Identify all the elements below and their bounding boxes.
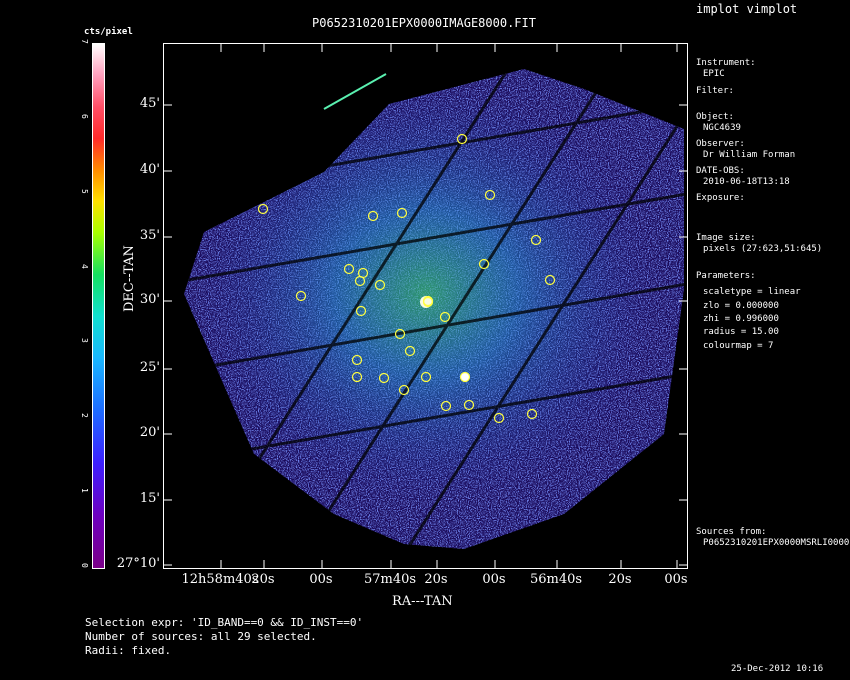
source-marker [456,133,468,145]
sources-file: P0652310201EPX0000MSRLI0000.F [703,538,850,548]
object-value: NGC4639 [703,123,741,133]
y-tick-label: 30' [139,292,160,307]
source-marker [398,384,410,396]
param-colourmap: colourmap = 7 [703,341,774,351]
x-tick-label: 00s [482,572,506,587]
source-marker [378,372,390,384]
radii-mode: Radii: fixed. [85,644,172,657]
source-marker [478,258,490,270]
x-tick-label: 56m40s [529,572,583,587]
selection-expr: Selection expr: 'ID_BAND==0 && ID_INST==… [85,616,364,629]
image-canvas [184,69,684,549]
sources-label: Sources from: [696,527,767,537]
colorbar [92,43,105,569]
source-marker [530,234,542,246]
axis-ticks [164,44,687,568]
source-marker [459,371,471,383]
colorbar-tick-label: 1 [80,488,89,493]
exposure-label: Exposure: [696,193,745,203]
x-tick-label: 20s [424,572,448,587]
x-tick-label: 20s [608,572,632,587]
source-marker [439,311,451,323]
source-marker [404,345,416,357]
y-tick-label: 25' [139,360,160,375]
colorbar-tick-label: 3 [80,338,89,344]
source-marker [343,263,355,275]
x-axis-label: RA---TAN [392,594,453,609]
source-marker [420,371,432,383]
y-tick-label: 40' [139,162,160,177]
source-marker [374,279,386,291]
source-marker [257,203,269,215]
source-marker [493,412,505,424]
filter-label: Filter: [696,86,734,96]
source-marker [354,275,366,287]
y-tick-label: 45' [139,96,160,111]
y-tick-label: 20' [139,425,160,440]
x-tick-label: 00s [664,572,688,587]
colorbar-label: cts/pixel [84,27,133,37]
colorbar-tick-label: 4 [80,263,89,269]
x-tick-label: 00s [309,572,333,587]
param-zlo: zlo = 0.000000 [703,301,779,311]
x-tick-label: 12h58m40s [181,572,259,587]
source-marker [484,189,496,201]
instrument-value: EPIC [703,69,725,79]
x-tick-label: 57m40s [363,572,417,587]
num-sources: Number of sources: all 29 selected. [85,630,317,643]
x-tick-label: 20s [251,572,275,587]
source-marker [355,305,367,317]
image-plot[interactable] [163,43,688,569]
source-marker [295,290,307,302]
y-axis-label: DEC--TAN [122,245,137,312]
colorbar-tick-label: 6 [80,113,89,119]
colorbar-tick-label: 2 [80,413,89,419]
source-marker [351,354,363,366]
source-marker [351,371,363,383]
param-scaletype: scaletype = linear [703,287,801,297]
date-label: DATE-OBS: [696,166,745,176]
timestamp: 25-Dec-2012 10:16 [731,664,824,674]
source-marker [394,328,406,340]
colorbar-tick-label: 5 [80,188,89,194]
source-marker [396,207,408,219]
observer-label: Observer: [696,139,745,149]
source-marker [544,274,556,286]
colorbar-tick-label: 0 [80,563,89,568]
image-size-label: Image size: [696,233,756,243]
date-value: 2010-06-18T13:18 [703,177,790,187]
y-tick-label: 15' [139,491,160,506]
window-title: implot vimplot [696,2,798,16]
source-marker [463,399,475,411]
source-marker [526,408,538,420]
param-zhi: zhi = 0.996000 [703,314,779,324]
source-marker [440,400,452,412]
object-label: Object: [696,112,734,122]
y-tick-label: 27°10' [116,556,160,571]
colorbar-tick-label: 7 [80,39,89,44]
source-marker [367,210,379,222]
image-size-value: pixels (27:623,51:645) [703,244,823,254]
source-marker [422,295,434,307]
param-radius: radius = 15.00 [703,327,779,337]
observer-value: Dr William Forman [703,150,796,160]
plot-title: P0652310201EPX0000IMAGE8000.FIT [312,16,536,30]
y-tick-label: 35' [139,228,160,243]
instrument-label: Instrument: [696,58,756,68]
parameters-label: Parameters: [696,271,756,281]
